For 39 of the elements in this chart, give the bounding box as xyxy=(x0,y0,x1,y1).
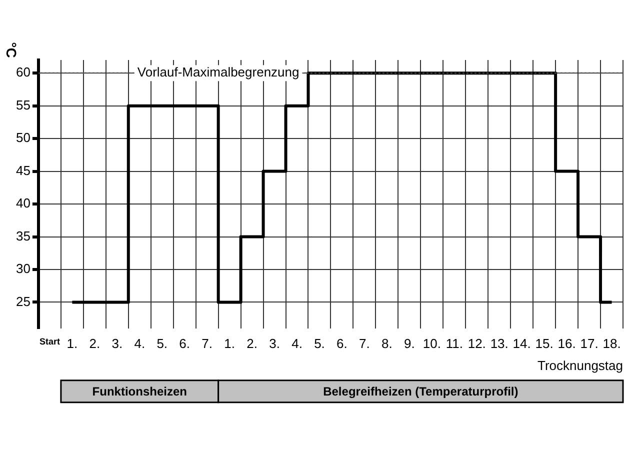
x-tick-label: 7. xyxy=(359,336,370,351)
y-axis-title: °C xyxy=(4,42,20,58)
y-tick-label: 55 xyxy=(16,97,30,112)
y-tick-label: 30 xyxy=(16,261,30,276)
x-tick-label: 13. xyxy=(490,336,508,351)
x-tick-label: 3. xyxy=(269,336,280,351)
x-tick-label: 1. xyxy=(66,336,78,351)
ref-line-label: Vorlauf-Maximalbegrenzung xyxy=(137,64,300,80)
x-tick-label: 17. xyxy=(580,336,598,351)
x-tick-label: 12. xyxy=(468,336,486,351)
x-tick-label: 7. xyxy=(202,336,212,351)
x-tick-label: Start xyxy=(39,336,60,346)
text: Belegreifheizen (Temperaturprofil) xyxy=(323,384,518,399)
y-tick-label: 45 xyxy=(16,162,30,178)
x-tick-label: 18. xyxy=(602,336,621,351)
x-tick-label: 4. xyxy=(134,336,146,351)
x-tick-label: 1. xyxy=(224,336,235,351)
x-tick-label: 11. xyxy=(446,336,463,351)
x-tick-label: 6. xyxy=(179,336,190,351)
x-tick-label: 5. xyxy=(156,336,168,351)
x-tick-label: 16. xyxy=(558,336,576,351)
x-tick-label: 14. xyxy=(512,336,531,351)
x-tick-label: 15. xyxy=(535,336,554,351)
y-tick-label: 40 xyxy=(16,196,30,211)
x-tick-label: 9. xyxy=(404,336,415,351)
x-tick-label: 2. xyxy=(246,336,258,351)
y-tick-label: 35 xyxy=(16,228,30,244)
x-tick-label: 6. xyxy=(336,336,348,351)
x-tick-label: 10. xyxy=(422,336,441,351)
x-tick-label: 8. xyxy=(382,336,392,351)
x-axis-title: Trocknungstag xyxy=(537,358,623,373)
y-tick-label: 50 xyxy=(16,130,30,146)
y-tick-label: 25 xyxy=(16,294,30,309)
y-tick-label: 60 xyxy=(16,64,30,80)
x-tick-label: 2. xyxy=(89,336,100,351)
x-tick-label: 5. xyxy=(314,336,325,351)
x-tick-label: 4. xyxy=(292,336,302,351)
x-tick-label: 3. xyxy=(112,336,123,351)
text: Funktionsheizen xyxy=(92,384,187,399)
